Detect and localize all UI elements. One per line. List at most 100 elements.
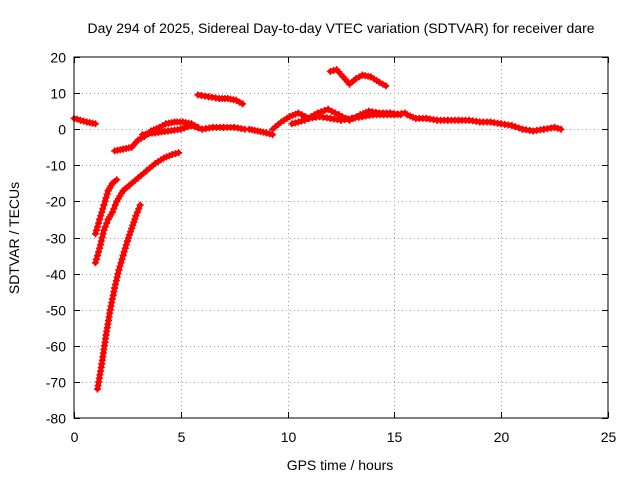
y-tick-label: 0 <box>58 122 66 138</box>
data-point <box>168 151 176 158</box>
data-point <box>113 273 121 281</box>
data-point <box>103 190 111 198</box>
data-point <box>511 123 519 131</box>
data-point <box>136 201 144 209</box>
y-axis-label: SDTVAR / TECUs <box>6 182 22 294</box>
data-point <box>102 194 110 202</box>
data-point <box>101 197 109 205</box>
data-trace <box>70 114 99 128</box>
data-point <box>80 117 88 125</box>
data-trace <box>288 105 405 128</box>
data-trace <box>326 66 390 90</box>
data-point <box>97 212 105 220</box>
data-point <box>557 125 565 133</box>
data-point <box>121 244 129 252</box>
x-tick-label: 0 <box>71 429 79 445</box>
plot-border <box>73 56 609 419</box>
data-point <box>135 205 143 213</box>
data-point <box>262 129 270 137</box>
data-point <box>133 208 141 216</box>
data-point <box>551 123 559 131</box>
data-point <box>291 119 299 127</box>
data-point <box>349 114 357 122</box>
data-point <box>331 109 339 117</box>
data-point <box>100 226 108 234</box>
y-tick-label: -30 <box>46 231 66 247</box>
data-point <box>125 234 132 242</box>
data-point <box>131 215 139 223</box>
data-trace <box>91 149 183 267</box>
data-point <box>120 248 128 256</box>
y-tick-label: -60 <box>46 339 66 355</box>
data-point <box>96 215 104 223</box>
data-point <box>97 237 105 245</box>
data-point <box>346 116 353 124</box>
data-point <box>116 262 124 270</box>
data-point <box>128 225 136 232</box>
data-trace <box>403 111 565 135</box>
y-tick-label: -70 <box>46 375 66 391</box>
data-point <box>111 201 119 209</box>
data-point <box>515 124 523 132</box>
data-point <box>103 219 111 227</box>
data-point <box>129 221 137 229</box>
data-point <box>265 130 273 138</box>
data-point <box>113 176 121 184</box>
data-point <box>397 111 405 119</box>
grid-layer <box>74 57 608 418</box>
data-point <box>115 266 123 274</box>
data-point <box>100 201 108 209</box>
data-point <box>184 123 192 131</box>
data-point <box>119 252 127 259</box>
data-point <box>298 111 306 119</box>
data-point <box>94 252 101 260</box>
data-point <box>288 120 296 128</box>
data-trace <box>94 201 144 393</box>
chart-title: Day 294 of 2025, Sidereal Day-to-day VTE… <box>87 20 594 36</box>
data-point <box>112 277 120 285</box>
data-point <box>96 244 104 252</box>
data-point <box>97 241 104 249</box>
y-tick-label: 20 <box>50 50 66 66</box>
data-trace <box>194 91 247 108</box>
data-point <box>554 124 562 132</box>
data-trace <box>138 122 249 139</box>
data-point <box>94 223 101 231</box>
data-point <box>127 228 135 236</box>
x-tick-label: 25 <box>601 429 617 445</box>
data-point <box>298 117 305 125</box>
data-point <box>338 113 346 121</box>
data-point <box>175 149 183 157</box>
data-point <box>177 125 185 133</box>
data-point <box>101 223 109 231</box>
data-point <box>111 284 119 292</box>
data-point <box>172 150 179 158</box>
data-point <box>191 123 199 131</box>
data-point <box>111 280 119 288</box>
x-tick-label: 10 <box>281 429 297 445</box>
data-point <box>91 230 99 238</box>
data-point <box>195 124 203 132</box>
data-point <box>92 255 100 263</box>
x-tick-label: 5 <box>178 429 186 445</box>
data-point <box>382 82 390 90</box>
data-point <box>328 107 336 115</box>
x-axis-label: GPS time / hours <box>287 457 394 473</box>
data-point <box>122 241 130 249</box>
data-point <box>294 118 302 126</box>
data-point <box>123 237 131 245</box>
tick-layer: 20 10 0 -10 -20 -30 -40 -50 -60 -70 -80 0 5 10 15 20 25 <box>46 50 617 446</box>
data-point <box>114 270 122 278</box>
y-tick-label: -80 <box>46 411 66 427</box>
data-point <box>98 208 106 216</box>
data-point <box>95 248 103 256</box>
data-point <box>126 231 133 239</box>
data-point <box>99 205 107 213</box>
data-point <box>117 259 125 267</box>
data-point <box>314 109 321 117</box>
data-point <box>110 205 118 213</box>
data-point <box>118 255 126 263</box>
data-point <box>73 115 81 123</box>
data-point <box>95 219 103 227</box>
